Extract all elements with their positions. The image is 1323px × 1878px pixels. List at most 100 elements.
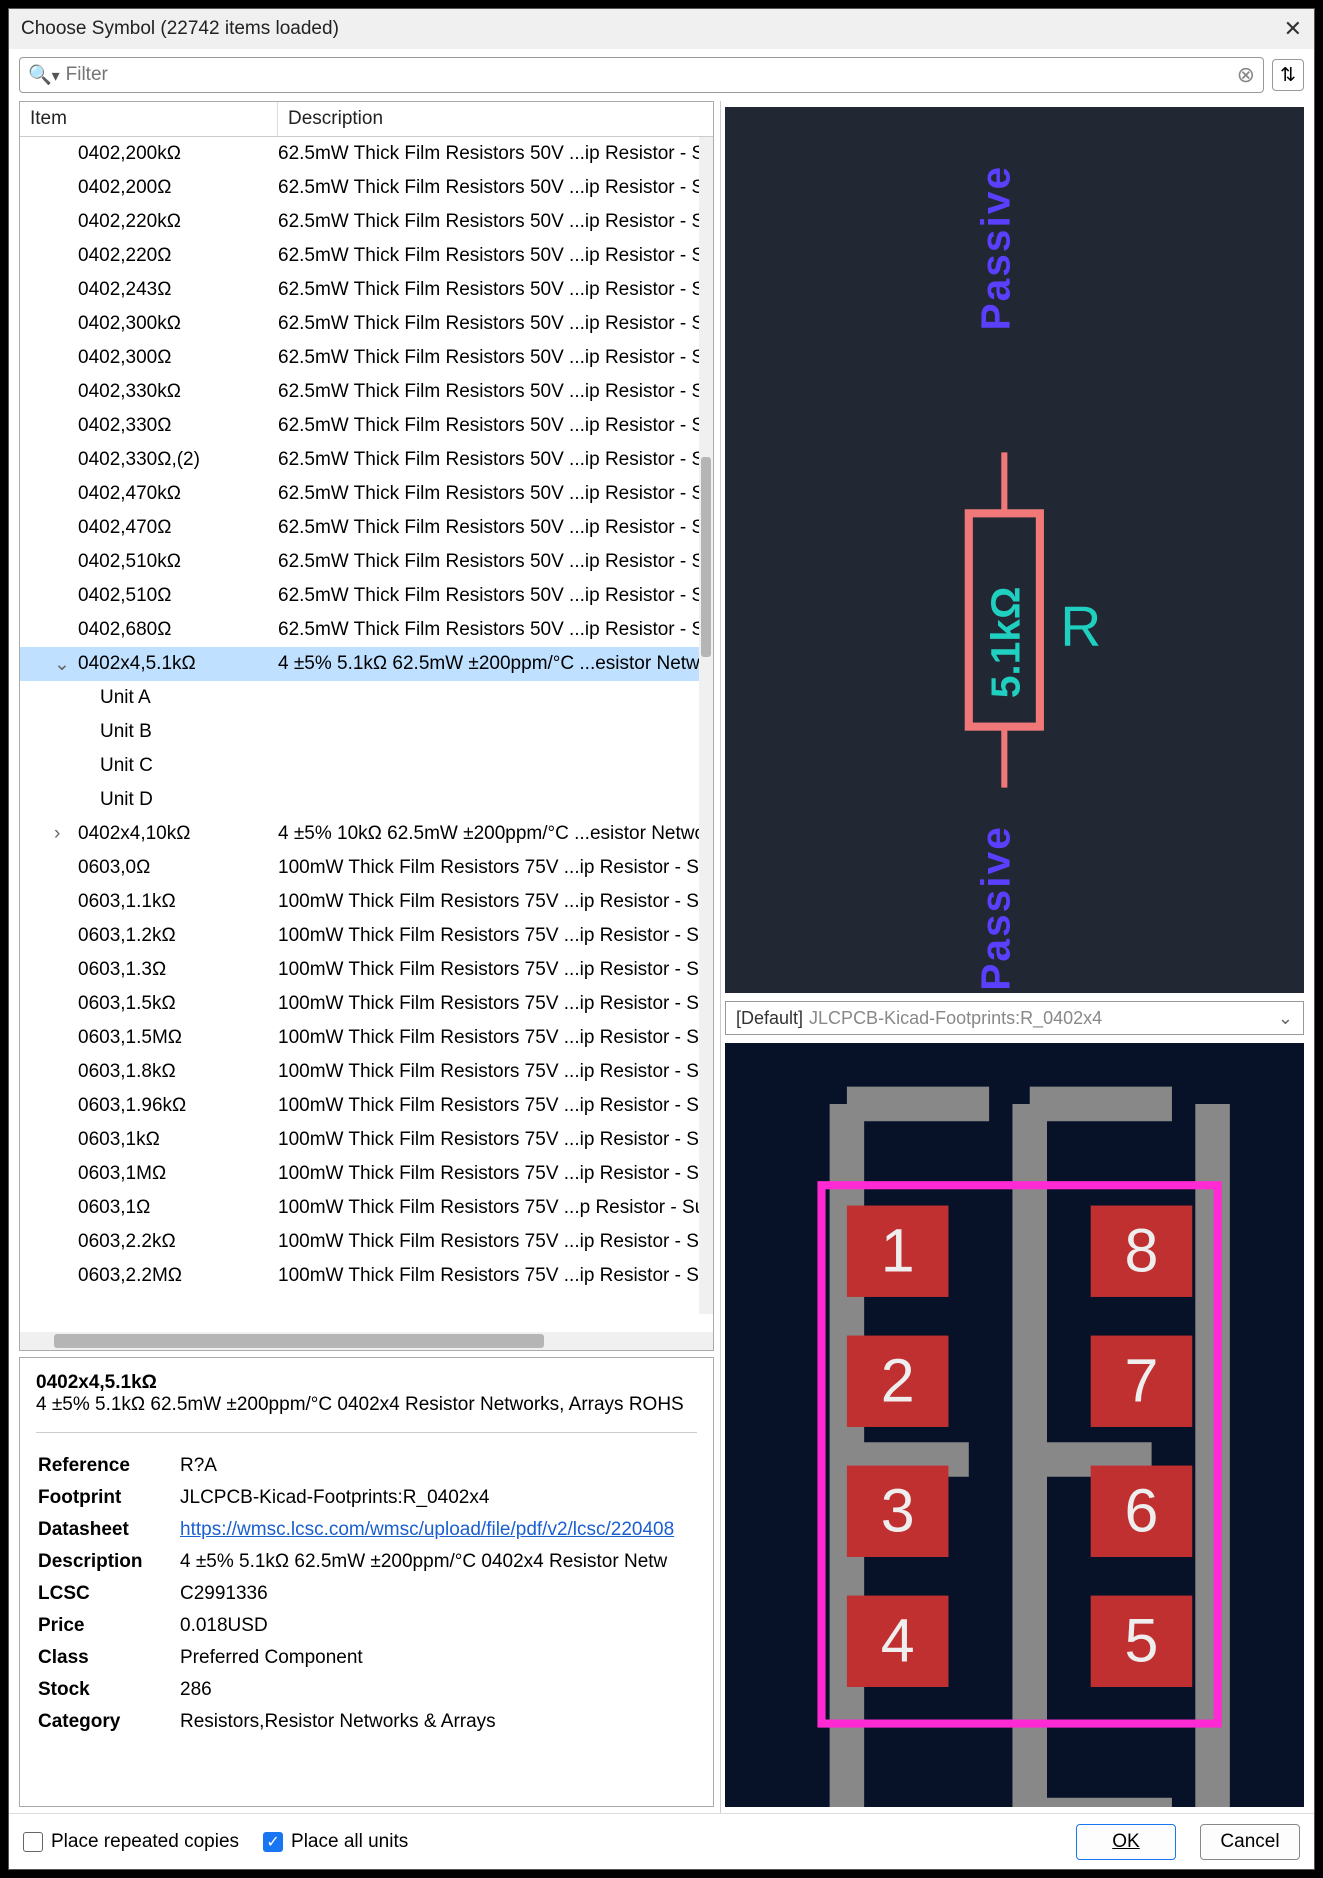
left-pane: Item Description 0402,200kΩ 62.5mW Thick … xyxy=(9,101,721,1813)
field-key: LCSC xyxy=(38,1579,178,1609)
ok-button[interactable]: OK xyxy=(1076,1824,1176,1860)
tree-row[interactable]: 0402,470kΩ62.5mW Thick Film Resistors 50… xyxy=(20,477,713,511)
tree-row[interactable]: 0402,200kΩ62.5mW Thick Film Resistors 50… xyxy=(20,137,713,171)
pad-number: 1 xyxy=(881,1216,915,1284)
row-desc: 62.5mW Thick Film Resistors 50V ...ip Re… xyxy=(278,415,713,437)
row-item: 0402,220Ω xyxy=(20,245,278,267)
row-desc: 100mW Thick Film Resistors 75V ...ip Res… xyxy=(278,1129,713,1151)
repeated-copies-checkbox[interactable]: Place repeated copies xyxy=(23,1831,239,1853)
detail-field: ClassPreferred Component xyxy=(38,1643,674,1673)
tree-row[interactable]: 0402,510kΩ62.5mW Thick Film Resistors 50… xyxy=(20,545,713,579)
right-pane: Passive 5.1kΩ R Passive [Default] JLCPCB… xyxy=(721,101,1314,1813)
tree-body[interactable]: 0402,200kΩ 62.5mW Thick Film Resistors 50… xyxy=(20,137,713,1332)
tree-row[interactable]: 0603,1kΩ100mW Thick Film Resistors 75V .… xyxy=(20,1123,713,1157)
tree-row[interactable]: Unit A xyxy=(20,681,713,715)
tree-row[interactable]: 0603,1MΩ100mW Thick Film Resistors 75V .… xyxy=(20,1157,713,1191)
row-item: 0402,330Ω xyxy=(20,415,278,437)
tree-row[interactable]: Unit B xyxy=(20,715,713,749)
search-field[interactable]: 🔍▾ ⊗ xyxy=(19,57,1264,93)
row-item: 0603,1.3Ω xyxy=(20,959,278,981)
field-key: Footprint xyxy=(38,1483,178,1513)
row-desc: 62.5mW Thick Film Resistors 50V ...ip Re… xyxy=(278,483,713,505)
tree-row[interactable]: 0402,510Ω62.5mW Thick Film Resistors 50V… xyxy=(20,579,713,613)
field-value: R?A xyxy=(180,1451,674,1481)
horizontal-scrollbar[interactable] xyxy=(20,1332,713,1350)
tree-row[interactable]: Unit D xyxy=(20,783,713,817)
row-item: 0402,510kΩ xyxy=(20,551,278,573)
row-item: 0603,1.5kΩ xyxy=(20,993,278,1015)
tree-row[interactable]: 0603,1Ω100mW Thick Film Resistors 75V ..… xyxy=(20,1191,713,1225)
header-item[interactable]: Item xyxy=(20,102,278,136)
footprint-preview[interactable]: 18273645 xyxy=(725,1043,1304,1807)
place-all-units-checkbox[interactable]: ✓ Place all units xyxy=(263,1831,408,1853)
tree-row[interactable]: 0603,1.96kΩ100mW Thick Film Resistors 75… xyxy=(20,1089,713,1123)
detail-field: Price0.018USD xyxy=(38,1611,674,1641)
tree-row[interactable]: 0603,1.8kΩ100mW Thick Film Resistors 75V… xyxy=(20,1055,713,1089)
tree-row[interactable]: 0402,680Ω62.5mW Thick Film Resistors 50V… xyxy=(20,613,713,647)
tree-row[interactable]: 0603,2.2MΩ100mW Thick Film Resistors 75V… xyxy=(20,1259,713,1293)
close-icon[interactable]: ✕ xyxy=(1284,16,1302,42)
checkbox-box[interactable] xyxy=(23,1832,43,1852)
footprint-select[interactable]: [Default] JLCPCB-Kicad-Footprints:R_0402… xyxy=(725,1001,1304,1035)
field-value: 4 ±5% 5.1kΩ 62.5mW ±200ppm/°C 0402x4 Res… xyxy=(180,1547,674,1577)
row-item: 0402,200Ω xyxy=(20,177,278,199)
tree-row[interactable]: 0402,300Ω62.5mW Thick Film Resistors 50V… xyxy=(20,341,713,375)
pad-number: 7 xyxy=(1125,1346,1159,1414)
row-item: 0402,470Ω xyxy=(20,517,278,539)
pin-label-top: Passive xyxy=(972,165,1018,331)
row-item: 0402,330kΩ xyxy=(20,381,278,403)
tree-row[interactable]: 0603,2.2kΩ100mW Thick Film Resistors 75V… xyxy=(20,1225,713,1259)
detail-panel: 0402x4,5.1kΩ 4 ±5% 5.1kΩ 62.5mW ±200ppm/… xyxy=(19,1357,714,1807)
search-icon: 🔍▾ xyxy=(28,63,60,87)
scroll-thumb-h[interactable] xyxy=(54,1334,544,1348)
row-desc: 100mW Thick Film Resistors 75V ...ip Res… xyxy=(278,1163,713,1185)
tree-row[interactable]: 0603,1.5MΩ100mW Thick Film Resistors 75V… xyxy=(20,1021,713,1055)
field-value: JLCPCB-Kicad-Footprints:R_0402x4 xyxy=(180,1483,674,1513)
sort-icon: ⇅ xyxy=(1280,64,1296,87)
row-desc: 4 ±5% 10kΩ 62.5mW ±200ppm/°C ...esistor … xyxy=(278,823,713,845)
tree-row[interactable]: ›0402x4,10kΩ4 ±5% 10kΩ 62.5mW ±200ppm/°C… xyxy=(20,817,713,851)
row-desc: 62.5mW Thick Film Resistors 50V ...ip Re… xyxy=(278,313,713,335)
dialog-window: Choose Symbol (22742 items loaded) ✕ 🔍▾ … xyxy=(8,8,1315,1870)
place-all-units-label: Place all units xyxy=(291,1831,408,1853)
tree-row[interactable]: 0402,220kΩ62.5mW Thick Film Resistors 50… xyxy=(20,205,713,239)
tree-row[interactable]: 0603,0Ω100mW Thick Film Resistors 75V ..… xyxy=(20,851,713,885)
tree-row[interactable]: 0402,300kΩ62.5mW Thick Film Resistors 50… xyxy=(20,307,713,341)
detail-name: 0402x4,5.1kΩ xyxy=(36,1372,697,1394)
tree-row[interactable]: 0603,1.1kΩ100mW Thick Film Resistors 75V… xyxy=(20,885,713,919)
scroll-thumb[interactable] xyxy=(701,457,711,657)
row-item: 0402,200kΩ xyxy=(20,143,278,165)
clear-icon[interactable]: ⊗ xyxy=(1237,62,1255,88)
tree-row[interactable]: 0402,330Ω,(2)62.5mW Thick Film Resistors… xyxy=(20,443,713,477)
tree-row[interactable]: 0402,330Ω62.5mW Thick Film Resistors 50V… xyxy=(20,409,713,443)
sort-button[interactable]: ⇅ xyxy=(1272,59,1304,91)
pin-label-bottom: Passive xyxy=(972,825,1018,991)
row-item: 0603,1MΩ xyxy=(20,1163,278,1185)
tree-row[interactable]: 0402,220Ω62.5mW Thick Film Resistors 50V… xyxy=(20,239,713,273)
filter-input[interactable] xyxy=(66,64,1237,86)
row-desc: 100mW Thick Film Resistors 75V ...ip Res… xyxy=(278,1027,713,1049)
tree-header: Item Description xyxy=(20,102,713,137)
row-item: 0603,1.5MΩ xyxy=(20,1027,278,1049)
tree-row[interactable]: 0603,1.2kΩ100mW Thick Film Resistors 75V… xyxy=(20,919,713,953)
vertical-scrollbar[interactable] xyxy=(699,137,713,1314)
tree-row[interactable]: 0402,200Ω62.5mW Thick Film Resistors 50V… xyxy=(20,171,713,205)
tree-row[interactable]: 0603,1.5kΩ100mW Thick Film Resistors 75V… xyxy=(20,987,713,1021)
tree-row[interactable]: 0402,330kΩ62.5mW Thick Film Resistors 50… xyxy=(20,375,713,409)
field-value: Preferred Component xyxy=(180,1643,674,1673)
checkbox-box[interactable]: ✓ xyxy=(263,1832,283,1852)
row-item: 0402,680Ω xyxy=(20,619,278,641)
header-description[interactable]: Description xyxy=(278,102,713,136)
detail-table: ReferenceR?AFootprintJLCPCB-Kicad-Footpr… xyxy=(36,1449,676,1739)
tree-row[interactable]: ⌄0402x4,5.1kΩ4 ±5% 5.1kΩ 62.5mW ±200ppm/… xyxy=(20,647,713,681)
tree-row[interactable]: 0603,1.3Ω100mW Thick Film Resistors 75V … xyxy=(20,953,713,987)
symbol-preview[interactable]: Passive 5.1kΩ R Passive xyxy=(725,107,1304,993)
tree-row[interactable]: 0402,243Ω62.5mW Thick Film Resistors 50V… xyxy=(20,273,713,307)
cancel-button[interactable]: Cancel xyxy=(1200,1824,1300,1860)
row-desc: 62.5mW Thick Film Resistors 50V ...ip Re… xyxy=(278,551,713,573)
tree-row[interactable]: 0402,470Ω62.5mW Thick Film Resistors 50V… xyxy=(20,511,713,545)
tree-row[interactable]: Unit C xyxy=(20,749,713,783)
row-desc: 4 ±5% 5.1kΩ 62.5mW ±200ppm/°C ...esistor… xyxy=(278,653,713,675)
datasheet-link[interactable]: https://wmsc.lcsc.com/wmsc/upload/file/p… xyxy=(180,1519,674,1540)
detail-field: CategoryResistors,Resistor Networks & Ar… xyxy=(38,1707,674,1737)
